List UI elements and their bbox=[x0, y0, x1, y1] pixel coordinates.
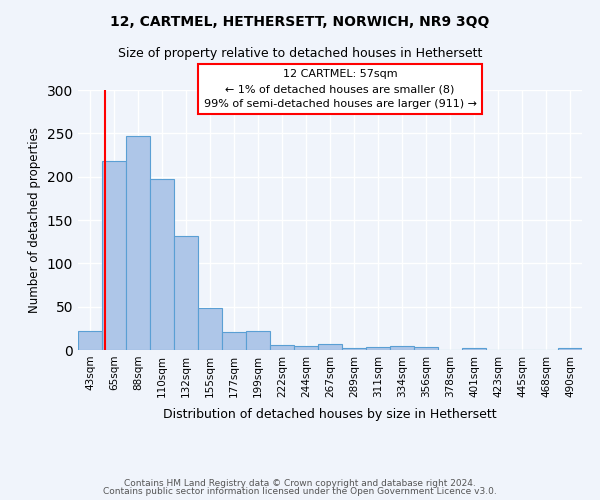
X-axis label: Distribution of detached houses by size in Hethersett: Distribution of detached houses by size … bbox=[163, 408, 497, 421]
Bar bbox=[198, 308, 222, 350]
Bar bbox=[390, 346, 414, 350]
Bar bbox=[414, 348, 438, 350]
Bar bbox=[222, 332, 246, 350]
Bar bbox=[270, 345, 294, 350]
Bar bbox=[558, 348, 582, 350]
Bar bbox=[342, 348, 366, 350]
Text: 12, CARTMEL, HETHERSETT, NORWICH, NR9 3QQ: 12, CARTMEL, HETHERSETT, NORWICH, NR9 3Q… bbox=[110, 15, 490, 29]
Bar bbox=[246, 331, 270, 350]
Bar bbox=[366, 346, 390, 350]
Bar bbox=[150, 180, 174, 350]
Bar bbox=[126, 136, 150, 350]
Bar bbox=[318, 344, 342, 350]
Text: Size of property relative to detached houses in Hethersett: Size of property relative to detached ho… bbox=[118, 48, 482, 60]
Text: Contains public sector information licensed under the Open Government Licence v3: Contains public sector information licen… bbox=[103, 487, 497, 496]
Bar bbox=[294, 346, 318, 350]
Bar bbox=[174, 236, 198, 350]
Bar bbox=[462, 348, 486, 350]
Text: 12 CARTMEL: 57sqm
← 1% of detached houses are smaller (8)
99% of semi-detached h: 12 CARTMEL: 57sqm ← 1% of detached house… bbox=[203, 69, 476, 109]
Bar bbox=[78, 331, 102, 350]
Text: Contains HM Land Registry data © Crown copyright and database right 2024.: Contains HM Land Registry data © Crown c… bbox=[124, 478, 476, 488]
Bar bbox=[102, 161, 126, 350]
Y-axis label: Number of detached properties: Number of detached properties bbox=[28, 127, 41, 313]
